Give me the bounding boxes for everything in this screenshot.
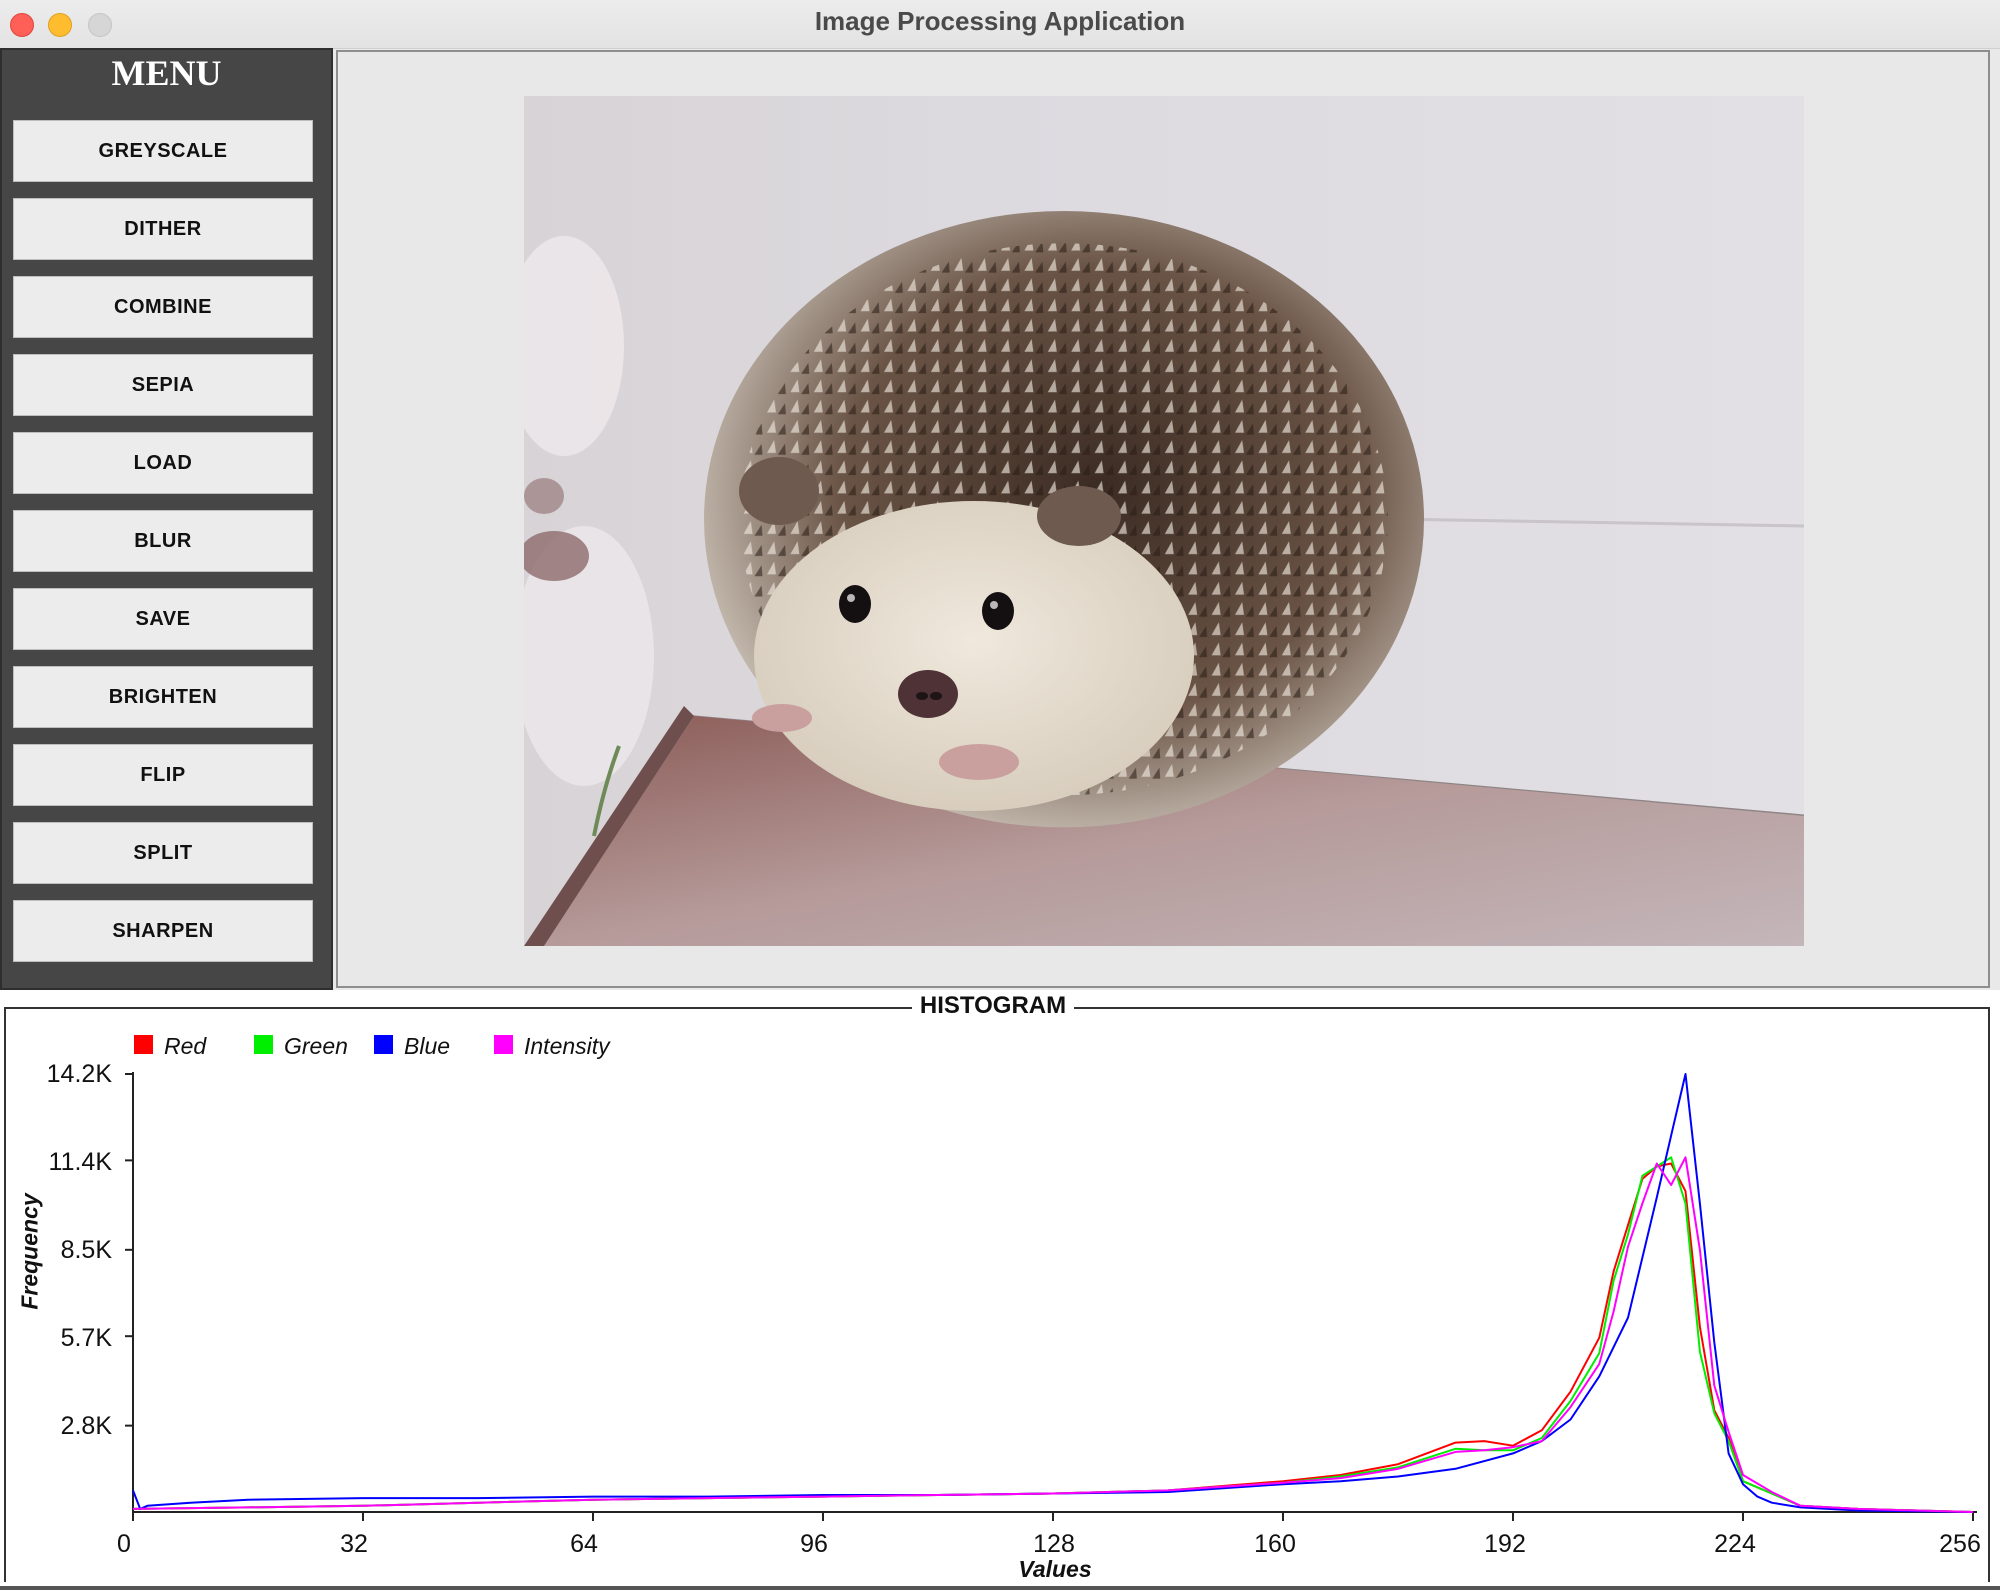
close-window-button[interactable] [10, 13, 34, 37]
histogram-plot [125, 1072, 1977, 1521]
sepia-button[interactable]: SEPIA [13, 354, 313, 416]
x-tick-label: 160 [1254, 1530, 1296, 1558]
y-tick-label: 2.8K [60, 1412, 112, 1440]
x-tick-label: 96 [800, 1530, 828, 1558]
menu-title: MENU [111, 53, 222, 93]
legend-swatch-red [134, 1035, 153, 1054]
x-tick-label: 224 [1714, 1530, 1756, 1558]
hedgehog-photo [524, 96, 1804, 946]
series-line-intensity [132, 1156, 1974, 1513]
brighten-button[interactable]: BRIGHTEN [13, 666, 313, 728]
blur-button[interactable]: BLUR [13, 510, 313, 572]
split-button[interactable]: SPLIT [13, 822, 313, 884]
x-tick-label: 192 [1484, 1530, 1526, 1558]
legend-swatch-green [254, 1035, 273, 1054]
x-tick-label: 64 [570, 1530, 598, 1558]
histogram-title: HISTOGRAM [911, 992, 1075, 1019]
legend-label-red: Red [164, 1033, 207, 1059]
flip-button[interactable]: FLIP [13, 744, 313, 806]
series-line-green [132, 1156, 1974, 1513]
legend-swatch-intensity [494, 1035, 513, 1054]
x-tick-label: 0 [117, 1530, 131, 1558]
title-bar: Image Processing Application [0, 0, 2000, 49]
legend-swatch-blue [374, 1035, 393, 1054]
sharpen-button[interactable]: SHARPEN [13, 900, 313, 962]
series-line-blue [132, 1073, 1974, 1513]
x-tick-label: 128 [1033, 1530, 1075, 1558]
x-tick-label: 256 [1939, 1530, 1981, 1558]
load-button[interactable]: LOAD [13, 432, 313, 494]
legend-label-blue: Blue [404, 1033, 451, 1059]
legend-label-intensity: Intensity [524, 1033, 610, 1059]
legend-label-green: Green [284, 1033, 348, 1059]
minimize-window-button[interactable] [48, 13, 72, 37]
y-tick-label: 14.2K [46, 1060, 112, 1088]
combine-button[interactable]: COMBINE [13, 276, 313, 338]
x-axis-label: Values [1018, 1556, 1092, 1582]
maximize-window-button[interactable] [88, 13, 112, 37]
y-tick-label: 11.4K [48, 1148, 112, 1176]
x-tick-label: 32 [340, 1530, 368, 1558]
window-title: Image Processing Application [814, 6, 1186, 36]
greyscale-button[interactable]: GREYSCALE [13, 120, 313, 182]
series-line-red [132, 1162, 1974, 1513]
window-bottom-edge [0, 1586, 2000, 1590]
save-button[interactable]: SAVE [13, 588, 313, 650]
y-tick-label: 5.7K [60, 1324, 112, 1352]
image-display-panel [336, 50, 1990, 988]
histogram-panel: HISTOGRAM [0, 990, 2000, 1590]
y-tick-label: 8.5K [60, 1236, 112, 1264]
menu-panel: MENU GREYSCALE DITHER COMBINE SEPIA LOAD… [0, 48, 333, 990]
dither-button[interactable]: DITHER [13, 198, 313, 260]
